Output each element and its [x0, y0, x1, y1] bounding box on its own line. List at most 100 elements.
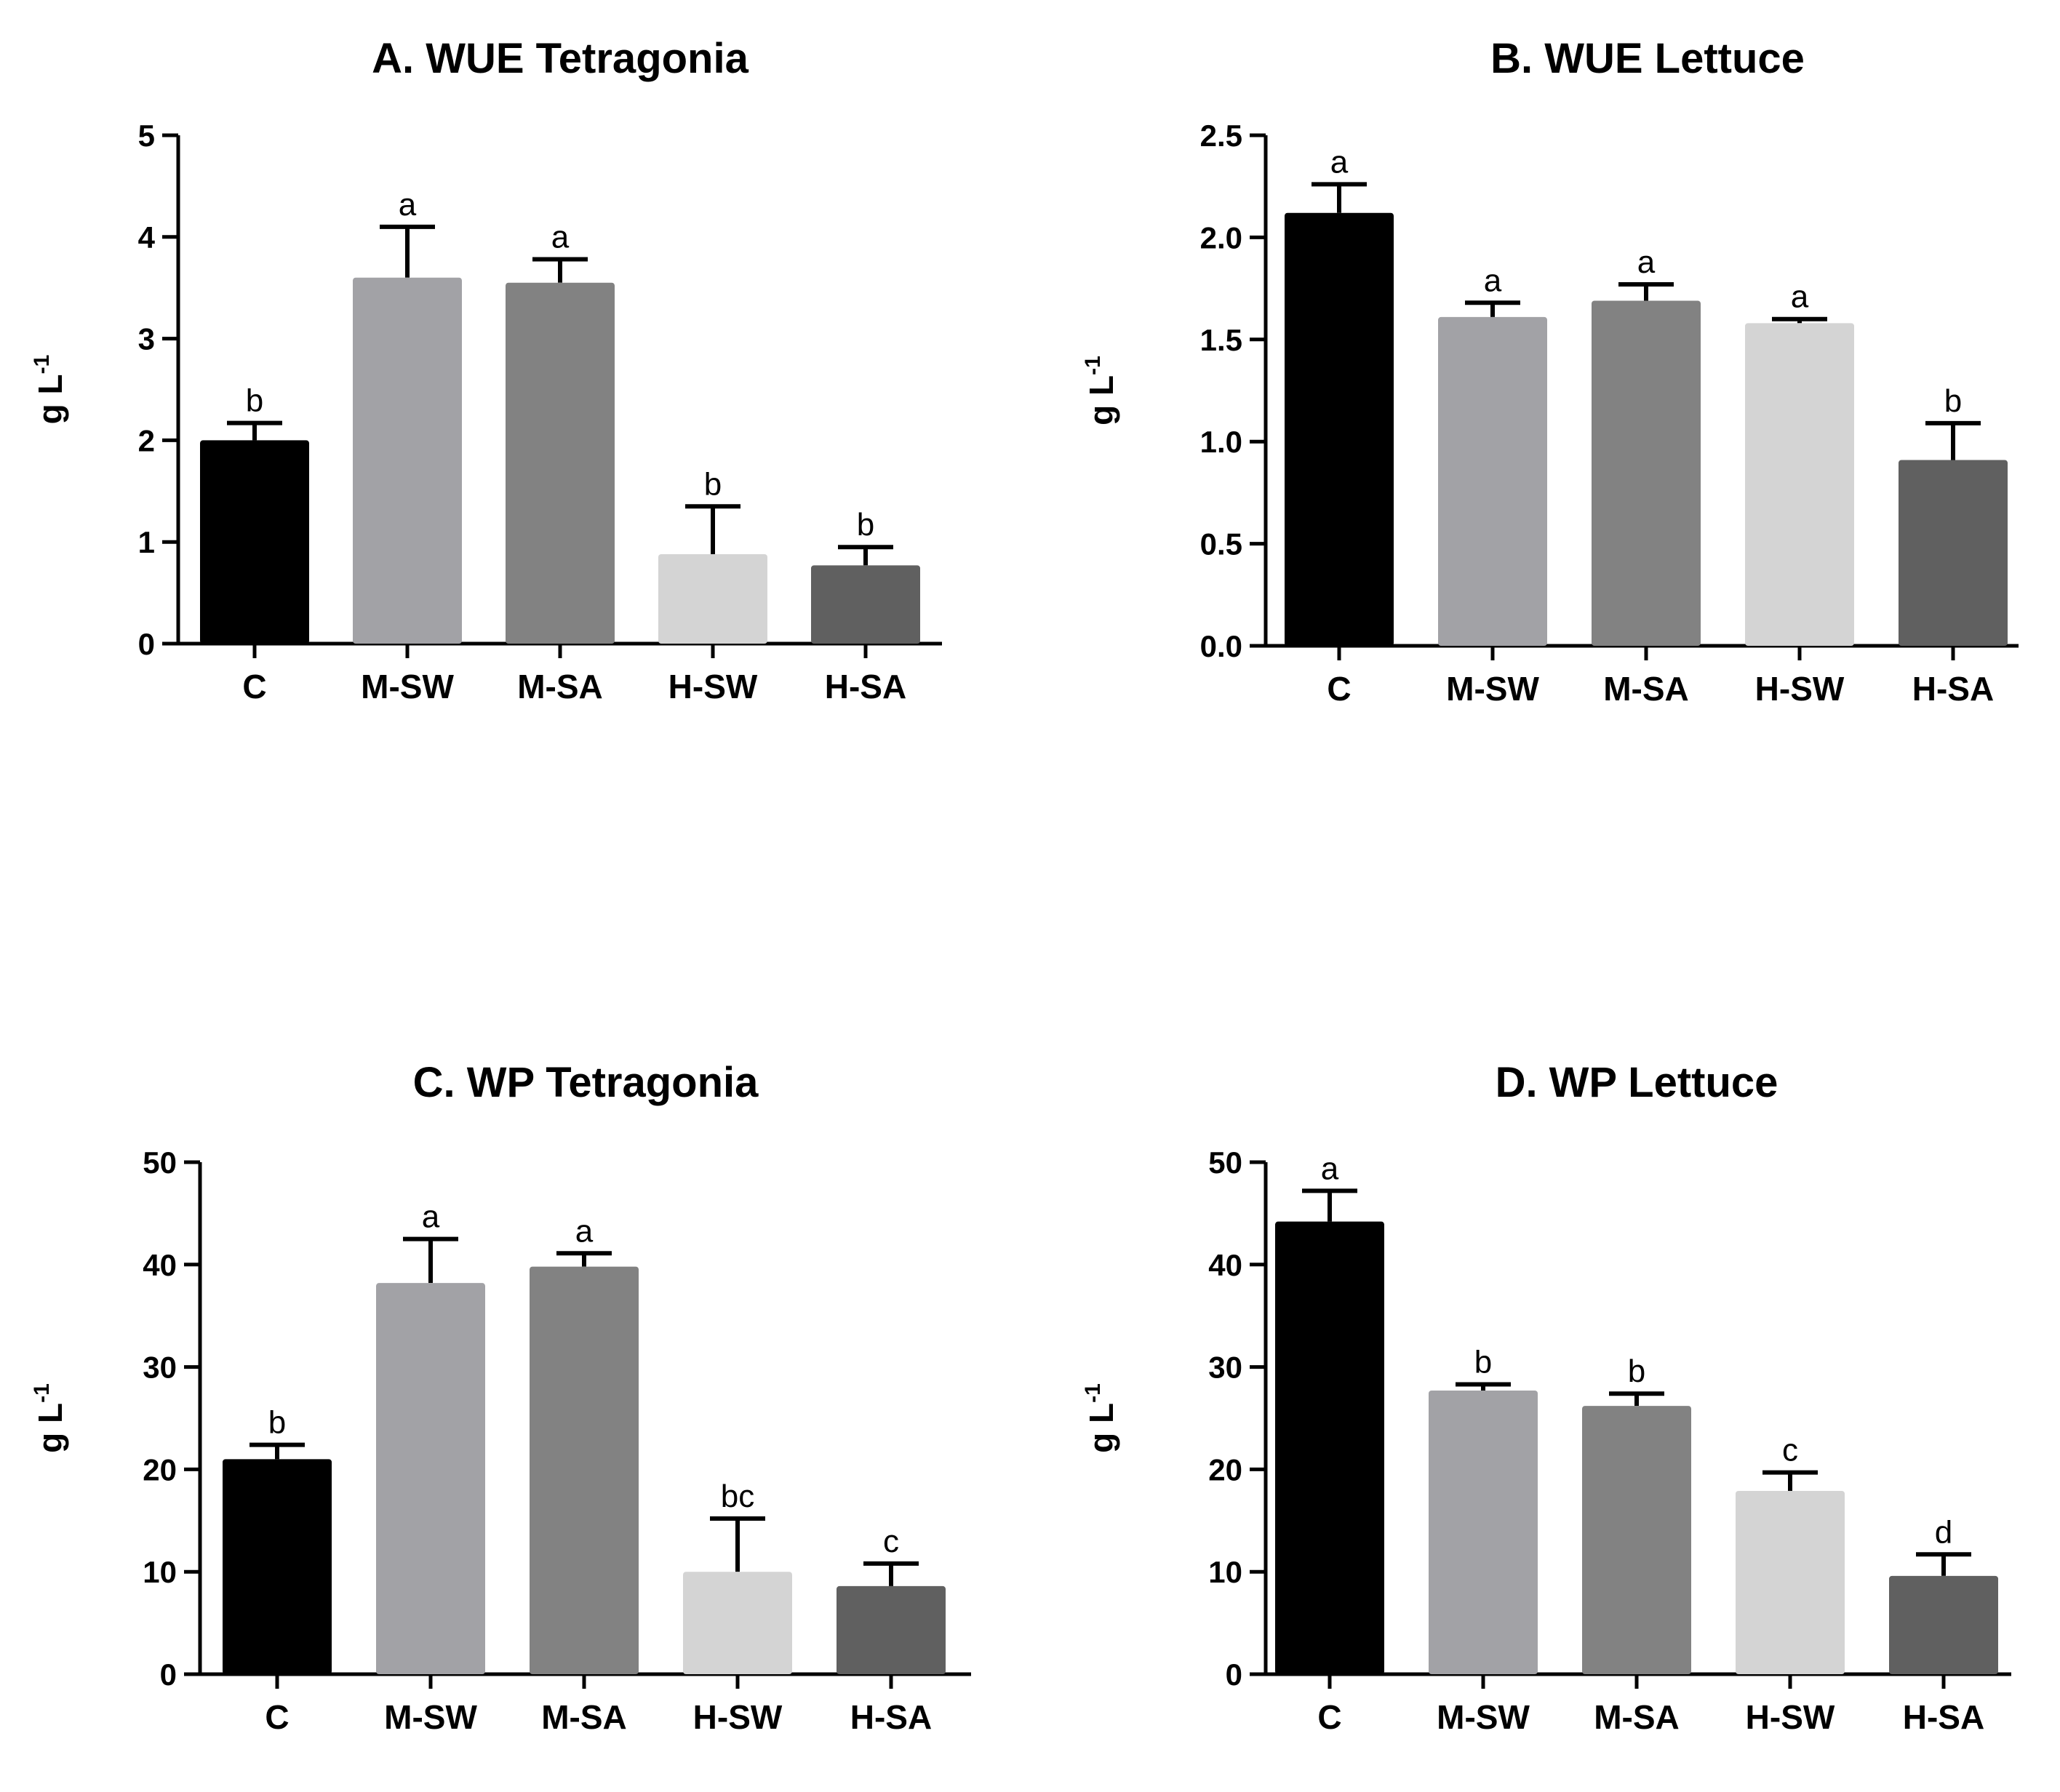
- significance-label: b: [1944, 383, 1962, 419]
- y-tick-label: 10: [1208, 1555, 1242, 1589]
- significance-label: d: [1935, 1514, 1952, 1550]
- y-axis-label-exponent: -1: [30, 355, 54, 375]
- category-label: C: [1327, 670, 1351, 708]
- significance-label: a: [1637, 244, 1656, 280]
- category-label: H-SW: [693, 1698, 783, 1736]
- bar: [1582, 1406, 1691, 1674]
- chart-title-d: D. WP Lettuce: [1496, 1059, 1778, 1106]
- y-tick-label: 3: [138, 322, 155, 356]
- category-label: H-SW: [668, 668, 758, 705]
- bar: [200, 440, 309, 644]
- y-tick-label: 0: [1226, 1657, 1242, 1692]
- y-tick-label: 0.0: [1200, 629, 1242, 663]
- category-label: M-SA: [517, 668, 603, 705]
- y-tick-label: 20: [1208, 1452, 1242, 1487]
- y-tick-label: 50: [1208, 1145, 1242, 1180]
- y-tick-label: 30: [143, 1351, 177, 1385]
- y-axis-label-exponent: -1: [1081, 356, 1105, 375]
- significance-label: a: [551, 220, 570, 255]
- significance-label: a: [1330, 144, 1349, 180]
- significance-label: b: [268, 1405, 286, 1441]
- y-axis-label-a: g L-1: [30, 355, 69, 425]
- y-tick-label: 30: [1208, 1351, 1242, 1385]
- bar: [1889, 1575, 1998, 1674]
- y-axis-label-d: g L-1: [1081, 1383, 1120, 1453]
- bar: [1275, 1221, 1384, 1674]
- significance-label: b: [1474, 1345, 1492, 1380]
- category-label: H-SW: [1755, 670, 1845, 708]
- y-axis-label-c: g L-1: [30, 1383, 69, 1453]
- y-axis-label-exponent: -1: [30, 1383, 54, 1403]
- bar: [530, 1266, 639, 1674]
- bar: [1285, 212, 1394, 647]
- y-tick-label: 2.0: [1200, 220, 1242, 255]
- y-tick-label: 4: [138, 220, 156, 255]
- bar: [223, 1459, 332, 1674]
- bar: [376, 1283, 485, 1674]
- y-tick-label: 2: [138, 423, 155, 457]
- bar: [1429, 1390, 1538, 1674]
- y-tick-label: 5: [138, 119, 155, 153]
- category-label: M-SW: [1437, 1698, 1530, 1736]
- y-tick-label: 1.5: [1200, 323, 1242, 357]
- category-label: C: [265, 1698, 289, 1736]
- y-tick-label: 2.5: [1200, 119, 1242, 153]
- category-label: H-SA: [1903, 1698, 1984, 1736]
- significance-label: a: [575, 1213, 594, 1249]
- significance-label: a: [399, 187, 417, 223]
- y-tick-label: 40: [143, 1248, 177, 1282]
- y-tick-label: 0: [138, 627, 155, 661]
- significance-label: a: [422, 1199, 440, 1235]
- y-tick-label: 50: [143, 1145, 177, 1180]
- bar: [683, 1572, 792, 1674]
- bar: [837, 1585, 946, 1674]
- bar: [353, 277, 462, 644]
- chart-panel-d: D. WP Lettuce g L-1 0 10 20 30 40 50 Ca M-SW b M-SA…: [1081, 1059, 2011, 1736]
- category-label: C: [1317, 1698, 1341, 1736]
- significance-label: b: [857, 507, 874, 543]
- y-axis-label-exponent: -1: [1081, 1383, 1105, 1403]
- significance-label: a: [1484, 263, 1502, 298]
- y-tick-label: 1.0: [1200, 425, 1242, 459]
- category-label: M-SA: [1594, 1698, 1680, 1736]
- chart-panel-c: C. WP Tetragonia g L-1 0 10 20 30 40 50 Cb M-SW a M…: [30, 1059, 971, 1736]
- significance-label: c: [883, 1524, 899, 1559]
- category-label: H-SW: [1746, 1698, 1835, 1736]
- significance-label: a: [1321, 1151, 1339, 1186]
- category-label: M-SW: [361, 668, 454, 705]
- bar: [811, 565, 920, 644]
- chart-title-c: C. WP Tetragonia: [413, 1059, 759, 1106]
- chart-panel-b: B. WUE Lettuce g L-1 0.0 0.5 1.0 1.5 2.0 2.5 Ca M…: [1081, 35, 2019, 708]
- category-label: H-SA: [850, 1698, 932, 1736]
- bar: [1899, 460, 2008, 646]
- bar: [506, 282, 615, 644]
- category-label: M-SA: [541, 1698, 627, 1736]
- y-tick-label: 0: [160, 1657, 177, 1692]
- chart-panel-a: A. WUE Tetragonia g L-1 0 1 2 3 4 5 Cb M-SW a M-SA a…: [30, 35, 942, 705]
- chart-title-a: A. WUE Tetragonia: [372, 35, 748, 82]
- category-label: M-SW: [384, 1698, 477, 1736]
- significance-label: bc: [721, 1479, 754, 1514]
- category-label: C: [242, 668, 266, 705]
- category-label: H-SA: [1912, 670, 1994, 708]
- bar: [658, 553, 767, 644]
- y-axis-label-text: g L: [1082, 1403, 1120, 1453]
- category-label: H-SA: [825, 668, 906, 705]
- category-label: M-SA: [1603, 670, 1689, 708]
- y-axis-label-text: g L: [31, 374, 69, 424]
- y-axis-label-b: g L-1: [1081, 356, 1120, 425]
- significance-label: b: [1628, 1353, 1645, 1389]
- significance-label: b: [704, 466, 722, 502]
- y-tick-label: 1: [138, 525, 155, 559]
- category-label: M-SW: [1446, 670, 1539, 708]
- y-tick-label: 10: [143, 1555, 177, 1589]
- bar: [1736, 1490, 1845, 1674]
- y-tick-label: 40: [1208, 1248, 1242, 1282]
- bar: [1592, 300, 1701, 646]
- bar: [1438, 316, 1547, 646]
- y-axis-label-text: g L: [1082, 375, 1120, 425]
- y-axis-label-text: g L: [31, 1403, 69, 1453]
- y-tick-label: 20: [143, 1452, 177, 1487]
- significance-label: c: [1782, 1433, 1798, 1468]
